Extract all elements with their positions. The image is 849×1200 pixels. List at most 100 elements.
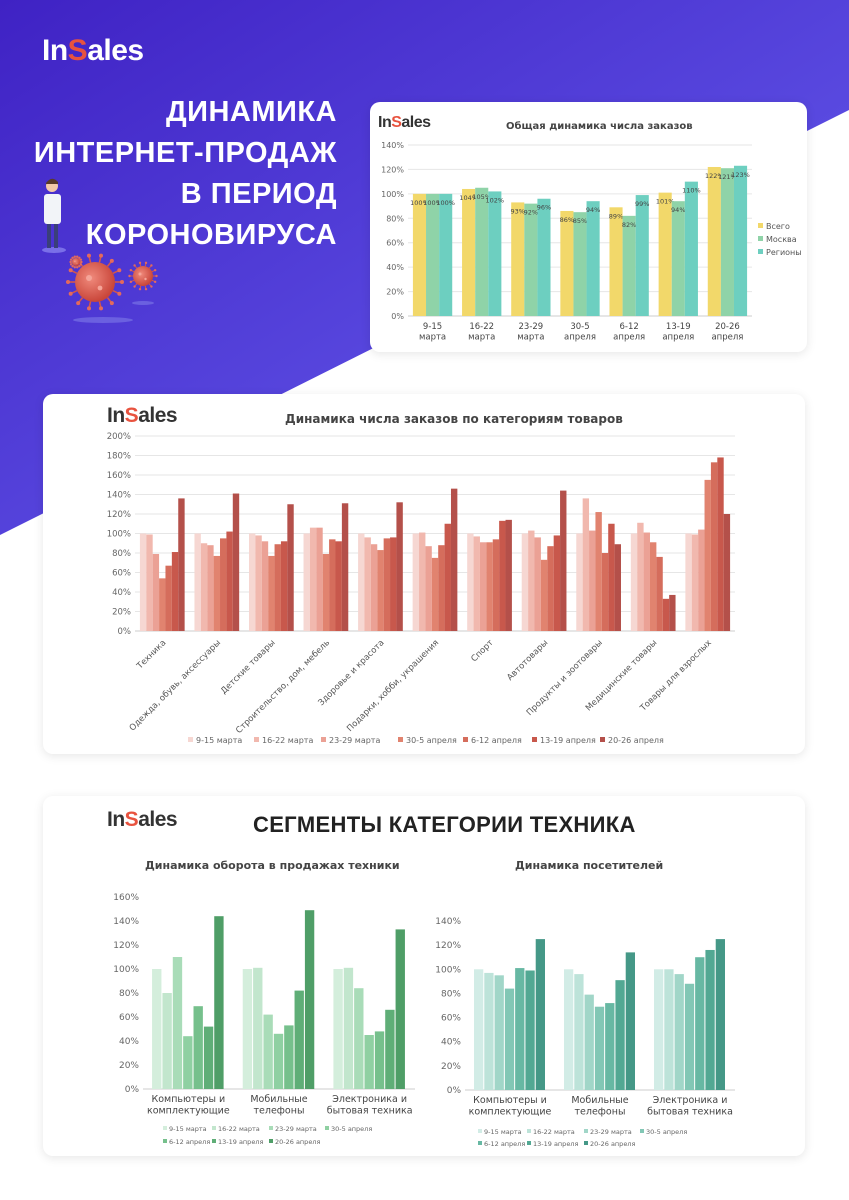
bar	[684, 181, 698, 316]
bar	[669, 594, 676, 631]
bar	[165, 565, 172, 631]
legend-label: 6-12 апреля	[484, 1140, 525, 1148]
y-tick-label: 60%	[441, 1014, 461, 1024]
x-tick-label: марта	[419, 333, 446, 343]
bar	[691, 534, 699, 631]
x-tick-label: Детские товары	[219, 638, 277, 696]
legend-label: 16-22 марта	[533, 1128, 575, 1136]
virus-spike-tip	[73, 255, 76, 258]
x-tick-label: Автотовары	[505, 638, 550, 683]
virus-spot	[76, 262, 78, 264]
bar	[322, 553, 330, 631]
bar	[364, 1035, 374, 1089]
legend-swatch	[527, 1141, 531, 1145]
bar	[710, 462, 718, 631]
bar	[608, 523, 615, 631]
legend-label: 16-22 марта	[262, 736, 313, 745]
virus-spike-tip	[144, 261, 148, 265]
insales-logo: InSales	[42, 34, 144, 67]
virus-spike-tip	[150, 264, 153, 267]
bar	[333, 969, 343, 1089]
virus-spike-tip	[138, 287, 142, 291]
bar	[220, 538, 227, 631]
bar	[586, 201, 600, 316]
data-label: 123%	[731, 171, 750, 179]
x-tick-label: 16-22	[469, 322, 494, 332]
x-tick-label: Подарки, хобби, украшения	[345, 638, 441, 734]
bar	[479, 542, 487, 631]
legend-label: 13-19 апреля	[533, 1140, 578, 1148]
virus-spot	[97, 285, 103, 291]
x-tick-label: Электроника и	[332, 1094, 407, 1105]
bar	[439, 193, 453, 316]
data-label: 122%	[705, 172, 724, 180]
y-tick-label: 80%	[119, 989, 139, 999]
y-tick-label: 20%	[119, 1061, 139, 1071]
virus-spike-tip	[99, 306, 104, 311]
section-title: СЕГМЕНТЫ КАТЕГОРИИ ТЕХНИКА	[253, 812, 636, 837]
bar	[589, 530, 596, 631]
legend-swatch	[269, 1139, 273, 1143]
bar	[704, 479, 711, 631]
data-label: 99%	[635, 200, 649, 208]
virus-spike-tip	[128, 274, 131, 278]
y-tick-label: 80%	[441, 989, 461, 999]
data-label: 82%	[622, 221, 636, 229]
legend-swatch	[758, 223, 763, 228]
bar	[162, 993, 172, 1089]
bar	[664, 969, 674, 1090]
bar	[525, 970, 535, 1090]
y-tick-label: 160%	[107, 471, 131, 481]
bar	[396, 502, 403, 631]
bar	[720, 168, 734, 316]
headline-line-1: ДИНАМИКА	[165, 96, 337, 128]
virus-body	[75, 262, 115, 302]
x-tick-label: Одежда, обувь, аксессуары	[128, 638, 223, 733]
virus-spike-tip	[71, 265, 74, 268]
virus-spike-tip	[79, 263, 83, 266]
legend-swatch	[532, 737, 537, 742]
bar	[492, 539, 500, 631]
bar	[341, 503, 349, 631]
bar	[674, 974, 684, 1090]
bar	[698, 529, 705, 631]
legend-label: 23-29 марта	[275, 1125, 317, 1133]
bar	[625, 952, 635, 1090]
tech-segments-charts: 0% 20% 40% 60% 80% 100% 120% 140% 160% Компьютеры…	[113, 893, 735, 1148]
bar	[316, 527, 323, 631]
legend-label: 9-15 марта	[169, 1125, 207, 1133]
virus-body	[133, 266, 153, 286]
bar	[354, 988, 364, 1089]
legend-swatch	[584, 1141, 588, 1145]
bar	[395, 929, 405, 1089]
y-tick-label: 60%	[386, 239, 404, 248]
bar	[280, 541, 288, 631]
data-label: 100%	[410, 199, 429, 207]
page-headline: ДИНАМИКА ИНТЕРНЕТ-ПРОДАЖ В ПЕРИОД КОРОНО…	[34, 92, 337, 256]
virus-spot	[86, 275, 92, 281]
virus-spike-tip	[117, 291, 122, 296]
x-tick-label: комплектующие	[147, 1106, 230, 1117]
bar	[576, 533, 583, 631]
y-tick-label: 60%	[119, 1013, 139, 1023]
y-tick-label: 140%	[381, 141, 404, 150]
x-tick-label: марта	[468, 333, 495, 343]
bar	[146, 534, 153, 631]
bar	[207, 545, 214, 631]
bar	[274, 544, 281, 631]
y-tick-label: 120%	[435, 941, 461, 951]
bar	[203, 1026, 214, 1089]
bar	[723, 514, 731, 631]
virus-spike-tip	[68, 291, 73, 296]
bar	[614, 544, 621, 631]
bar	[654, 969, 664, 1090]
legend-label: 20-26 апреля	[275, 1138, 320, 1146]
bar	[733, 165, 748, 316]
virus-spike-tip	[73, 266, 76, 269]
bar	[535, 939, 545, 1090]
virus-spike-tip	[86, 306, 91, 311]
headline-line-4: КОРОНОВИРУСА	[85, 219, 337, 251]
virus-spike-tip	[69, 260, 72, 264]
bar	[649, 542, 657, 631]
legend-label: 20-26 апреля	[608, 736, 664, 745]
